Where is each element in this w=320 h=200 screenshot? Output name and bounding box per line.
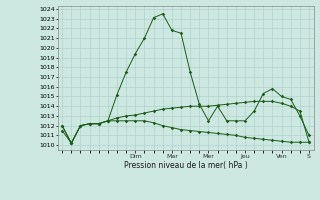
X-axis label: Pression niveau de la mer( hPa ): Pression niveau de la mer( hPa ) — [124, 161, 247, 170]
